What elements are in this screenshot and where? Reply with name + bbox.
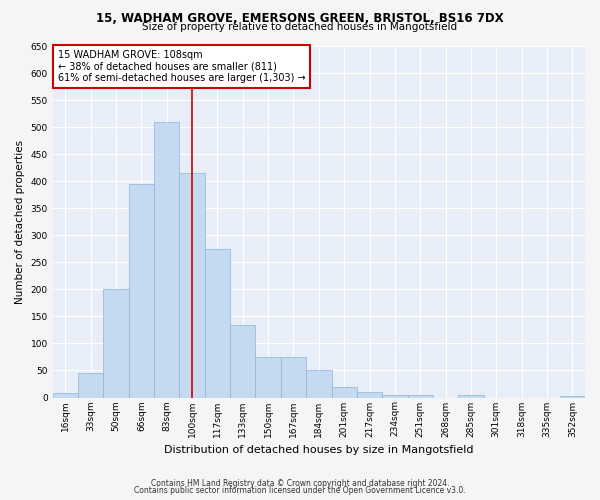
X-axis label: Distribution of detached houses by size in Mangotsfield: Distribution of detached houses by size …	[164, 445, 473, 455]
Bar	[357, 392, 382, 398]
Text: 15, WADHAM GROVE, EMERSONS GREEN, BRISTOL, BS16 7DX: 15, WADHAM GROVE, EMERSONS GREEN, BRISTO…	[96, 12, 504, 26]
Bar	[407, 395, 433, 398]
Bar	[129, 184, 154, 398]
Bar	[103, 290, 129, 398]
Bar	[256, 357, 281, 398]
Bar	[205, 249, 230, 398]
Bar	[332, 386, 357, 398]
Text: Contains public sector information licensed under the Open Government Licence v3: Contains public sector information licen…	[134, 486, 466, 495]
Bar	[458, 395, 484, 398]
Text: 15 WADHAM GROVE: 108sqm
← 38% of detached houses are smaller (811)
61% of semi-d: 15 WADHAM GROVE: 108sqm ← 38% of detache…	[58, 50, 305, 82]
Text: Size of property relative to detached houses in Mangotsfield: Size of property relative to detached ho…	[142, 22, 458, 32]
Bar	[306, 370, 332, 398]
Bar	[281, 357, 306, 398]
Bar	[154, 122, 179, 398]
Bar	[78, 373, 103, 398]
Bar	[382, 395, 407, 398]
Text: Contains HM Land Registry data © Crown copyright and database right 2024.: Contains HM Land Registry data © Crown c…	[151, 478, 449, 488]
Bar	[179, 173, 205, 398]
Bar	[53, 393, 78, 398]
Bar	[560, 396, 585, 398]
Y-axis label: Number of detached properties: Number of detached properties	[15, 140, 25, 304]
Bar	[230, 324, 256, 398]
